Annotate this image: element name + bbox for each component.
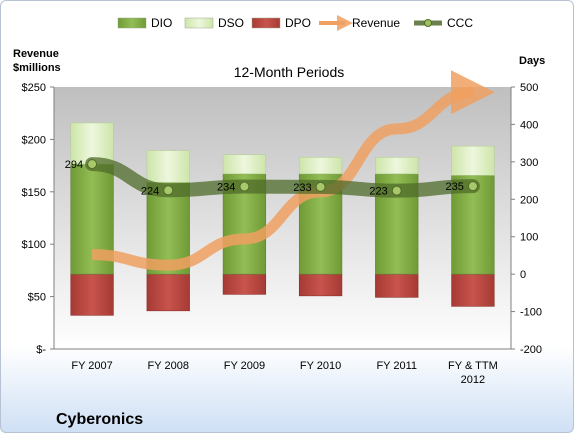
legend-label-dpo: DPO — [285, 16, 311, 30]
bar-dpo — [451, 273, 495, 307]
bar-dso — [375, 157, 419, 175]
bar-dso — [451, 145, 495, 176]
company-name: Cyberonics — [56, 411, 143, 428]
ccc-point — [87, 159, 98, 170]
ccc-data-label: 235 — [446, 181, 464, 193]
bar-dpo — [70, 273, 114, 316]
right-tick-label: -200 — [520, 344, 542, 356]
ccc-data-label: 234 — [217, 182, 235, 194]
ccc-series: 294 224 234 233 223 235 — [65, 157, 480, 198]
x-tick-label: FY 2007 — [71, 360, 112, 372]
legend-swatch-dpo — [251, 17, 281, 29]
ccc-point — [467, 181, 478, 192]
legend-label-dio: DIO — [151, 16, 172, 30]
legend-swatch-dio — [117, 17, 147, 29]
left-axis-title-line-2: $millions — [13, 62, 61, 74]
bar-dpo — [375, 273, 419, 298]
right-tick-label: 0 — [520, 269, 526, 281]
x-tick-label: FY 2010 — [300, 360, 341, 372]
ccc-line — [85, 157, 480, 198]
x-tick-label: FY 2009 — [224, 360, 265, 372]
ccc-data-label: 294 — [65, 159, 83, 171]
left-axis-title-line-1: Revenue — [13, 48, 59, 60]
right-tick-label: 100 — [520, 232, 538, 244]
bar-dpo — [146, 273, 190, 312]
ccc-point — [391, 185, 402, 196]
right-tick-label: 200 — [520, 194, 538, 206]
legend: DIO DSO DPO Revenue CCC — [117, 15, 473, 31]
revenue-series — [92, 70, 495, 271]
ccc-point — [163, 185, 174, 196]
legend-marker-ccc — [424, 19, 432, 27]
left-tick-label: $200 — [22, 134, 46, 146]
x-tick-label: FY 2011 — [376, 360, 417, 372]
legend-label-revenue: Revenue — [352, 16, 400, 30]
left-tick-label: $50 — [28, 292, 46, 304]
x-tick-label: 2012 — [461, 374, 485, 386]
left-axis: $- $50 $100 $150 $200 $250 — [22, 82, 511, 356]
bar-dso — [298, 157, 343, 175]
bar-dpo — [222, 273, 267, 295]
right-axis: -200 -100 0 100 200 300 400 500 — [510, 82, 542, 356]
right-axis-title: Days — [519, 55, 545, 67]
left-tick-label: $- — [36, 344, 46, 356]
ccc-data-label: 233 — [293, 182, 311, 194]
ccc-data-label: 223 — [369, 186, 387, 198]
right-tick-label: 500 — [520, 82, 538, 94]
chart-title: 12-Month Periods — [234, 64, 345, 80]
ccc-data-label: 224 — [141, 185, 159, 197]
left-tick-label: $250 — [22, 82, 46, 94]
left-tick-label: $150 — [22, 187, 46, 199]
right-tick-label: -100 — [520, 307, 542, 319]
revenue-arrow — [92, 70, 495, 271]
legend-label-dso: DSO — [218, 16, 244, 30]
ccc-point — [239, 181, 250, 192]
bar-dso — [222, 154, 267, 175]
right-tick-label: 400 — [520, 119, 538, 131]
left-tick-label: $100 — [22, 239, 46, 251]
ccc-point — [315, 181, 326, 192]
right-tick-label: 300 — [520, 157, 538, 169]
x-tick-label: FY 2008 — [148, 360, 189, 372]
bar-dpo — [298, 273, 343, 297]
bar-dso — [146, 150, 190, 183]
x-axis: FY 2007 FY 2008 FY 2009 FY 2010 FY 2011 FY & … — [71, 360, 497, 386]
legend-label-ccc: CCC — [447, 16, 473, 30]
x-tick-label: FY & TTM — [448, 360, 498, 372]
legend-swatch-dso — [184, 17, 214, 29]
